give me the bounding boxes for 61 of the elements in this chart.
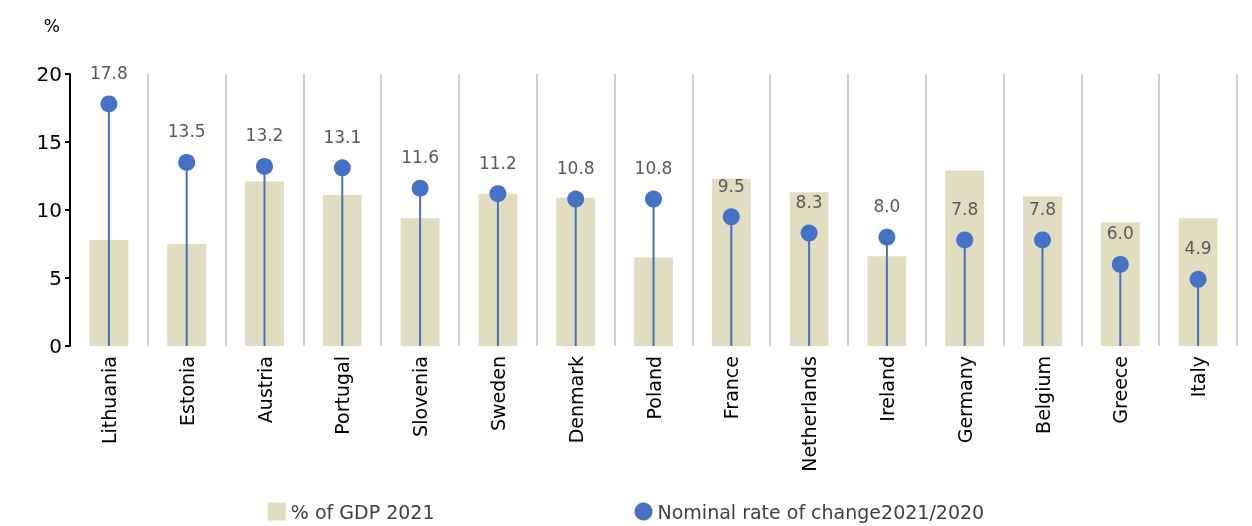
x-tick-label: Greece: [1109, 356, 1132, 424]
x-tick-label: Italy: [1187, 356, 1210, 398]
y-tick-label: 20: [36, 62, 62, 86]
y-tick-label: 15: [36, 130, 62, 154]
data-label: 7.8: [951, 198, 979, 219]
data-label: 10.8: [556, 158, 595, 179]
x-tick-label: Portugal: [331, 356, 354, 435]
bar: [556, 197, 596, 346]
x-tick-label: Austria: [253, 356, 276, 424]
point: [1111, 255, 1129, 273]
bar: [478, 193, 518, 346]
bar: [945, 170, 985, 346]
legend-label: Nominal rate of change2021/2020: [657, 500, 985, 523]
point: [567, 190, 585, 208]
point: [956, 231, 974, 249]
point: [1189, 270, 1207, 288]
data-label: 6.0: [1106, 223, 1134, 244]
data-label: 8.0: [873, 196, 901, 217]
point: [800, 224, 818, 242]
data-label: 9.5: [717, 175, 745, 196]
data-label: 10.8: [634, 158, 673, 179]
data-label: 13.5: [167, 121, 206, 142]
x-tick-label: Belgium: [1031, 356, 1054, 434]
point: [100, 95, 118, 113]
x-tick-label: Slovenia: [409, 356, 432, 437]
x-tick-label: Denmark: [564, 356, 587, 444]
point: [333, 159, 351, 177]
x-tick-label: Estonia: [175, 356, 198, 426]
point: [256, 157, 273, 175]
bar: [1178, 218, 1218, 346]
y-tick-label: 10: [36, 198, 62, 222]
point: [489, 185, 507, 203]
point: [878, 228, 896, 246]
x-tick-label: Germany: [953, 356, 976, 444]
point: [645, 190, 662, 208]
x-tick-label: Lithuania: [97, 356, 120, 445]
bar: [789, 192, 829, 346]
data-label: 11.2: [478, 152, 517, 173]
data-label: 17.8: [89, 62, 128, 83]
y-tick-label: 5: [49, 266, 62, 290]
data-label: 13.2: [245, 125, 284, 146]
data-label: 11.6: [401, 147, 440, 168]
data-label: 4.9: [1184, 238, 1212, 259]
point: [1034, 231, 1051, 249]
y-tick-label: 0: [49, 334, 62, 358]
x-tick-label: Sweden: [486, 356, 509, 432]
point: [411, 179, 429, 197]
x-tick-label: France: [720, 356, 743, 420]
data-label: 7.8: [1028, 198, 1057, 219]
y-axis-title: %: [43, 15, 60, 36]
legend-label: % of GDP 2021: [290, 500, 435, 523]
x-tick-label: Ireland: [875, 356, 898, 422]
bar: [711, 178, 751, 346]
bar: [1023, 196, 1062, 346]
point: [722, 208, 740, 226]
x-tick-label: Poland: [642, 356, 665, 420]
x-tick-label: Netherlands: [798, 356, 821, 472]
data-label: 8.3: [795, 192, 823, 213]
point: [178, 153, 196, 171]
data-label: 13.1: [323, 126, 362, 147]
bar: [1100, 222, 1140, 346]
